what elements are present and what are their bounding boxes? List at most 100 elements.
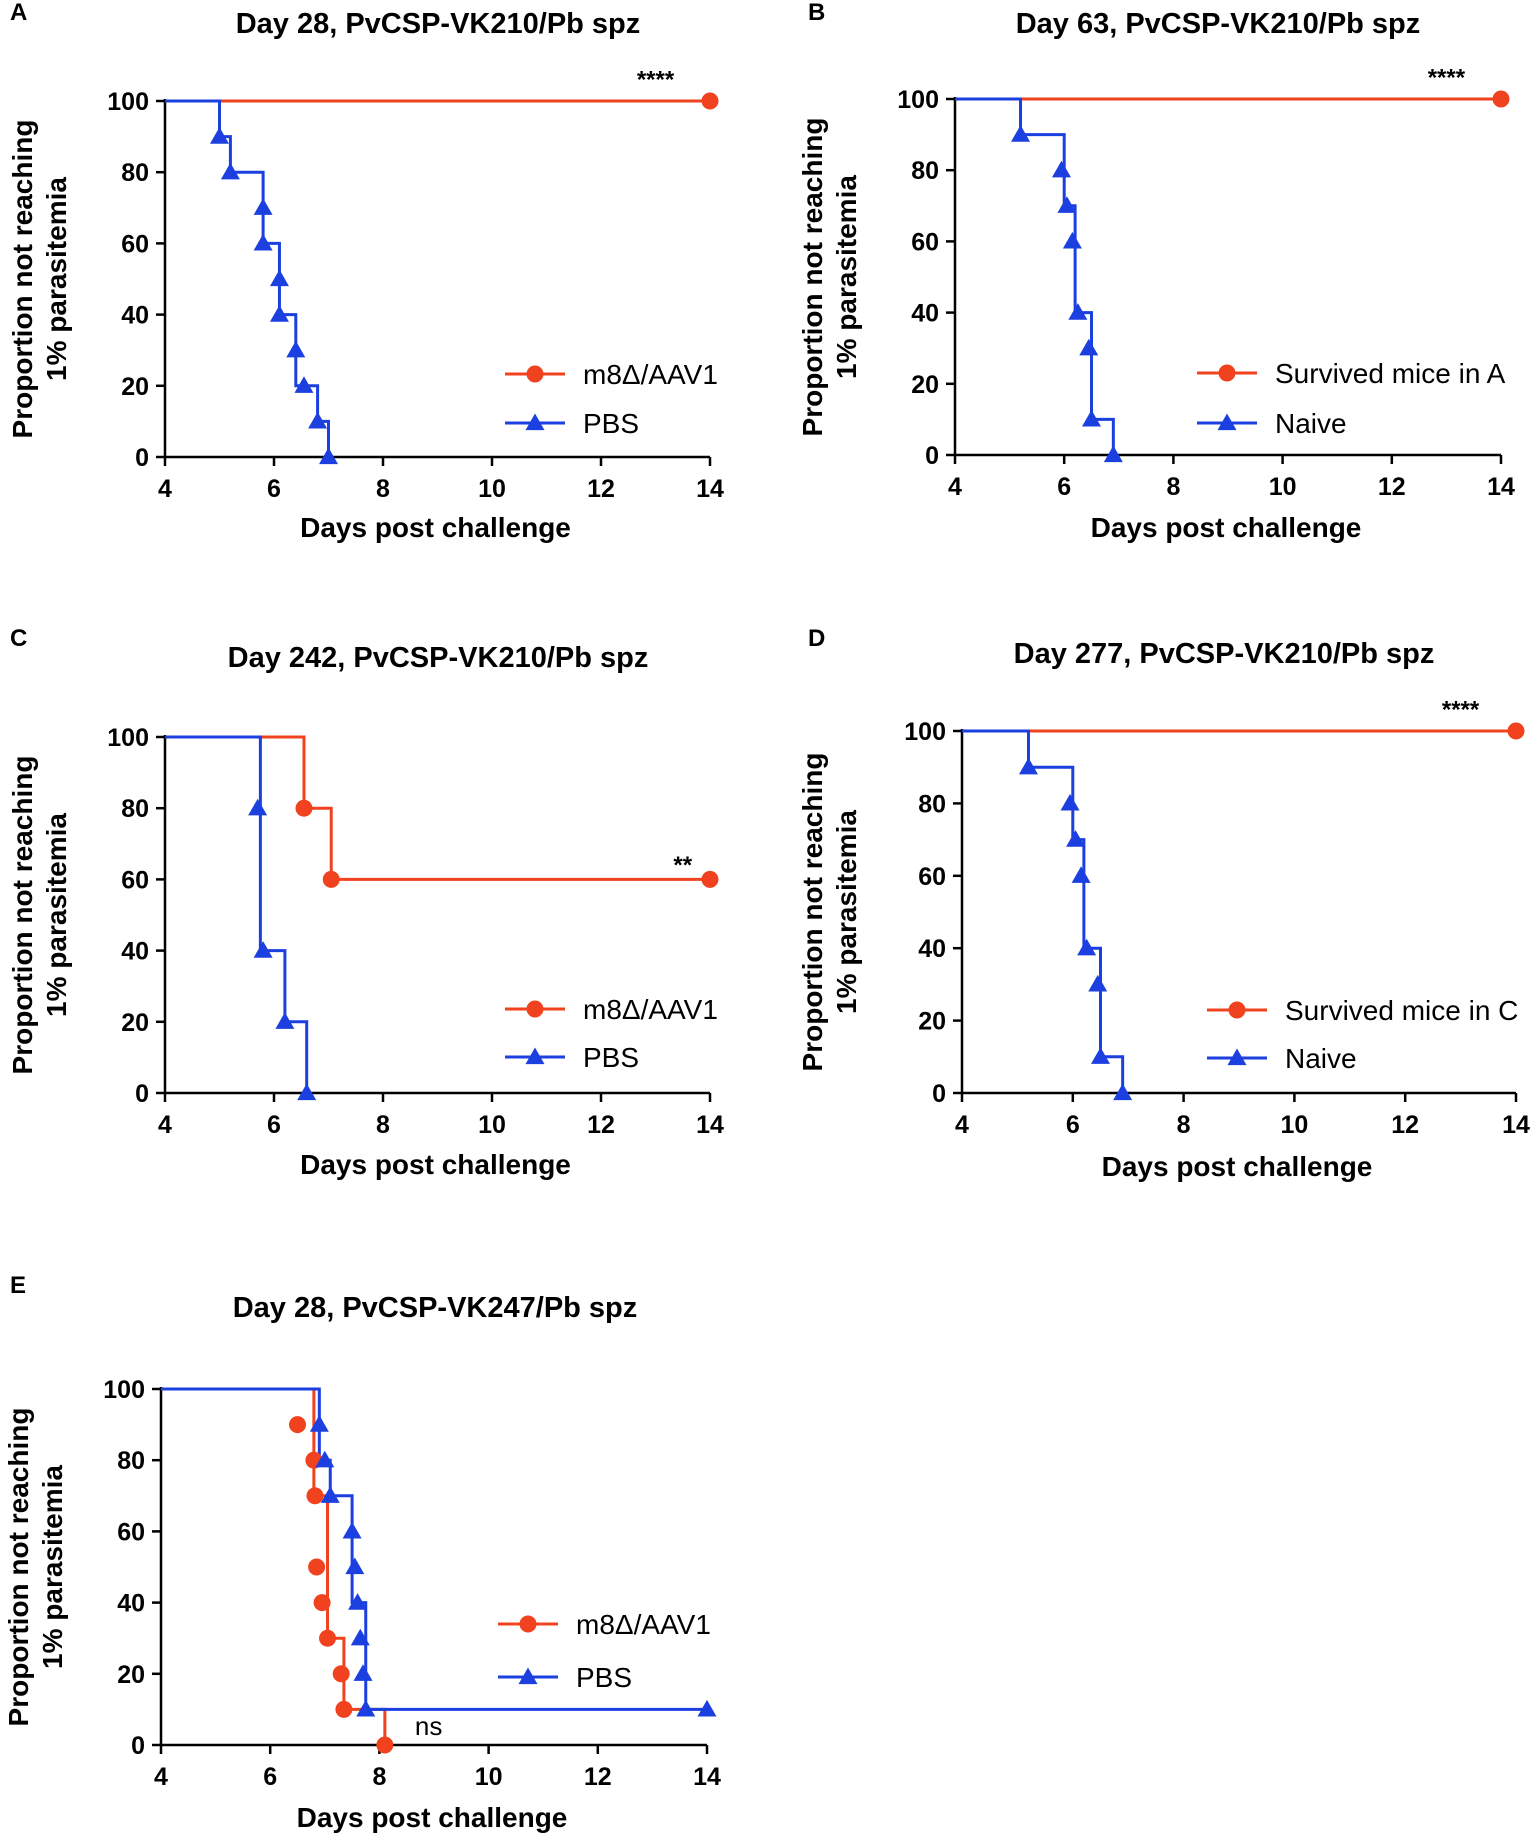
y-tick-label: 80	[121, 795, 149, 823]
legend-label: Naive	[1285, 1043, 1357, 1074]
legend-label: m8Δ/AAV1	[576, 1609, 711, 1640]
series-line-blue	[955, 97, 1115, 455]
legend-label: m8Δ/AAV1	[583, 359, 718, 390]
y-axis-label-line2: 1% parasitemia	[37, 1465, 68, 1669]
data-point-blue	[315, 1450, 335, 1468]
data-point-blue	[319, 447, 338, 465]
x-tick-label: 10	[1269, 473, 1297, 501]
data-point-blue	[1103, 445, 1123, 463]
y-axis-label-line1: Proportion not reaching	[7, 120, 38, 439]
y-axis-label-line1: Proportion not reaching	[797, 753, 828, 1072]
chart-title: Day 242, PvCSP-VK210/Pb spz	[228, 642, 649, 674]
data-point-blue	[1011, 125, 1031, 142]
data-point-red	[295, 799, 313, 817]
x-tick-label: 8	[376, 475, 390, 503]
x-axis-label: Days post challenge	[1091, 512, 1362, 543]
y-axis-label-line1: Proportion not reaching	[797, 118, 828, 437]
data-point-blue	[1068, 303, 1088, 320]
panel-letter: C	[10, 625, 27, 652]
data-point-blue	[210, 127, 229, 144]
y-tick-label: 40	[918, 935, 946, 963]
legend-marker	[526, 365, 544, 383]
data-point-blue	[294, 376, 314, 393]
y-tick-label: 60	[918, 863, 946, 891]
data-point-red	[319, 1629, 337, 1647]
data-point-blue	[348, 1593, 368, 1610]
data-point-blue	[1091, 1047, 1110, 1064]
data-point-blue	[220, 162, 240, 180]
x-tick-label: 12	[587, 475, 615, 503]
data-point-blue	[269, 305, 289, 322]
significance-annotation: ****	[1428, 65, 1466, 92]
data-point-blue	[1062, 231, 1082, 249]
panel-letter: D	[808, 625, 825, 652]
data-point-blue	[1057, 196, 1077, 213]
y-tick-label: 100	[107, 724, 149, 752]
y-tick-label: 60	[117, 1518, 145, 1546]
data-point-blue	[253, 198, 273, 215]
y-tick-label: 100	[904, 718, 946, 746]
x-tick-label: 6	[263, 1763, 277, 1791]
y-tick-label: 0	[925, 442, 939, 470]
y-tick-label: 40	[121, 302, 149, 330]
y-tick-label: 80	[918, 790, 946, 818]
data-point-blue	[308, 411, 328, 429]
series-line-red	[165, 735, 710, 881]
series-line-blue	[165, 99, 330, 457]
panel-b: B Day 63, PvCSP-VK210/Pb spz 0 20 40 60 80 100 4…	[797, 0, 1515, 543]
x-tick-label: 10	[1280, 1111, 1308, 1139]
y-tick-label: 100	[897, 86, 939, 114]
data-point-red	[701, 92, 719, 110]
chart-title: Day 277, PvCSP-VK210/Pb spz	[1014, 638, 1435, 670]
legend-marker	[525, 413, 545, 431]
y-axis-label-line1: Proportion not reaching	[3, 1408, 34, 1727]
data-point-red	[313, 1594, 331, 1612]
x-tick-label: 14	[1502, 1111, 1530, 1139]
y-tick-label: 0	[932, 1080, 946, 1108]
y-tick-label: 80	[911, 157, 939, 185]
data-point-red	[308, 1558, 326, 1576]
y-tick-label: 60	[911, 228, 939, 256]
legend-label: Naive	[1275, 408, 1347, 439]
x-tick-label: 12	[1391, 1111, 1419, 1139]
data-point-blue	[286, 340, 306, 358]
x-tick-label: 14	[1487, 473, 1515, 501]
data-point-blue	[345, 1557, 365, 1575]
x-tick-label: 6	[1057, 473, 1071, 501]
legend-marker	[525, 1047, 545, 1065]
panel-a: A Day 28, PvCSP-VK210/Pb spz 0 20 40 60 80 100 4…	[7, 0, 724, 543]
x-tick-label: 6	[267, 1111, 281, 1139]
legend-marker	[519, 1615, 537, 1633]
x-axis-label: Days post challenge	[300, 1149, 571, 1180]
y-tick-label: 20	[117, 1661, 145, 1689]
legend-label: PBS	[576, 1662, 632, 1693]
data-point-blue	[350, 1628, 370, 1646]
y-tick-label: 0	[131, 1732, 145, 1760]
significance-annotation: **	[673, 852, 692, 879]
panel-letter: E	[10, 1272, 26, 1299]
x-axis-label: Days post challenge	[1102, 1151, 1373, 1182]
x-tick-label: 6	[1066, 1111, 1080, 1139]
x-tick-label: 14	[693, 1763, 721, 1791]
data-point-red	[1492, 90, 1510, 108]
x-tick-label: 8	[1177, 1111, 1191, 1139]
x-tick-label: 12	[1378, 473, 1406, 501]
significance-annotation: ****	[1442, 696, 1480, 723]
y-axis-label-line2: 1% parasitemia	[41, 813, 72, 1017]
data-point-red	[701, 870, 719, 888]
data-point-blue	[320, 1486, 340, 1503]
data-point-blue	[275, 1012, 295, 1029]
series-line-blue	[962, 729, 1125, 1093]
x-tick-label: 8	[372, 1763, 386, 1791]
x-tick-label: 10	[478, 475, 506, 503]
panel-letter: A	[10, 0, 27, 26]
panel-c: C Day 242, PvCSP-VK210/Pb spz 0 20 40 60 80 100…	[7, 625, 724, 1180]
data-point-blue	[1051, 160, 1071, 178]
x-axis-label: Days post challenge	[297, 1802, 568, 1833]
x-tick-label: 10	[478, 1111, 506, 1139]
data-point-blue	[248, 798, 268, 816]
x-tick-label: 8	[376, 1111, 390, 1139]
x-tick-label: 6	[267, 475, 281, 503]
data-point-red	[332, 1665, 350, 1683]
